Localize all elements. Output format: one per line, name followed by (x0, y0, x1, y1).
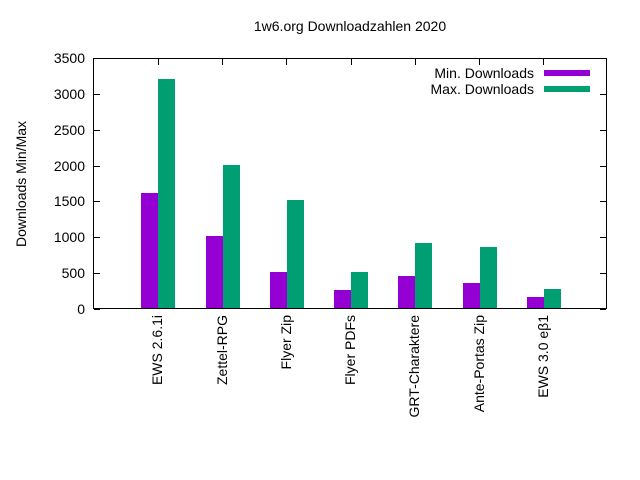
x-category-label-holder: EWS 3.0 eβ1 (535, 315, 551, 398)
x-category-label: Flyer PDFs (342, 315, 358, 385)
bar-max (543, 288, 561, 308)
x-category-label: Flyer Zip (277, 315, 294, 370)
x-category-label-holder: EWS 2.6.1i (149, 315, 165, 385)
tick-mark-left (94, 129, 100, 131)
tick-mark-right (600, 165, 606, 167)
bar-min (334, 290, 351, 308)
y-tick-label: 2500 (53, 121, 85, 138)
legend-label-max: Max. Downloads (430, 81, 535, 97)
bar-max (286, 200, 304, 308)
tick-mark-left (94, 58, 100, 59)
legend-label-min: Min. Downloads (434, 65, 534, 81)
tick-mark-right (600, 201, 606, 203)
legend-swatch-min (544, 70, 590, 76)
y-tick-label: 2000 (53, 157, 85, 174)
x-category-label: GRT-Charaktere (406, 315, 423, 418)
tick-mark-top (479, 59, 480, 65)
tick-mark-top (350, 59, 352, 65)
x-category-label-holder: Flyer PDFs (342, 315, 358, 385)
y-tick-label: 1000 (53, 229, 85, 246)
x-category-label-holder: Flyer Zip (278, 315, 294, 369)
bar-max (222, 164, 240, 308)
bar-max (415, 243, 433, 308)
bar-min (398, 275, 416, 308)
tick-mark-left (94, 93, 100, 95)
y-tick-label: 3000 (53, 85, 85, 102)
chart-title: 1w6.org Downloadzahlen 2020 (253, 18, 447, 34)
x-category-label-holder: Zettel-RPG (214, 315, 230, 385)
x-axis-category-labels: EWS 2.6.1i Zettel-RPG Flyer Zip Flyer PDFs G… (93, 315, 607, 445)
x-category-label: EWS 3.0 eβ1 (534, 315, 551, 398)
tick-mark-right (600, 309, 606, 310)
y-tick-label: 0 (77, 301, 85, 317)
bar-min (141, 193, 159, 308)
legend: Min. Downloads Max. Downloads (430, 65, 590, 97)
tick-mark-top (414, 59, 416, 65)
tick-mark-top (222, 59, 223, 65)
tick-mark-right (600, 93, 606, 95)
bar-min (526, 297, 544, 308)
legend-row-max: Max. Downloads (430, 81, 590, 97)
x-category-label: EWS 2.6.1i (149, 315, 166, 386)
bar-max (479, 247, 497, 308)
tick-mark-right (600, 58, 606, 59)
x-category-label-holder: GRT-Charaktere (406, 315, 422, 417)
bar-max (351, 272, 368, 308)
x-category-label: Zettel-RPG (213, 315, 230, 386)
tick-mark-left (94, 237, 100, 239)
tick-mark-left (94, 201, 100, 203)
bar-min (462, 282, 480, 308)
plot-area: Min. Downloads Max. Downloads (93, 58, 607, 310)
legend-row-min: Min. Downloads (431, 65, 590, 81)
bar-min (205, 236, 223, 308)
tick-mark-top (543, 59, 545, 65)
legend-swatch-max (544, 86, 590, 92)
y-tick-label: 3500 (53, 50, 85, 66)
tick-mark-left (94, 309, 100, 310)
tick-mark-right (600, 237, 606, 239)
tick-mark-right (600, 273, 606, 275)
tick-mark-left (94, 273, 100, 275)
x-category-label-holder: Ante-Portas Zip (471, 315, 487, 412)
tick-mark-top (286, 59, 288, 65)
y-tick-label: 1500 (53, 193, 85, 210)
tick-mark-left (94, 165, 100, 167)
tick-mark-top (157, 59, 159, 65)
bar-max (158, 78, 176, 308)
x-category-label: Ante-Portas Zip (470, 315, 487, 413)
bar-min (269, 272, 287, 308)
y-tick-label: 500 (61, 265, 85, 282)
tick-mark-right (600, 129, 606, 131)
